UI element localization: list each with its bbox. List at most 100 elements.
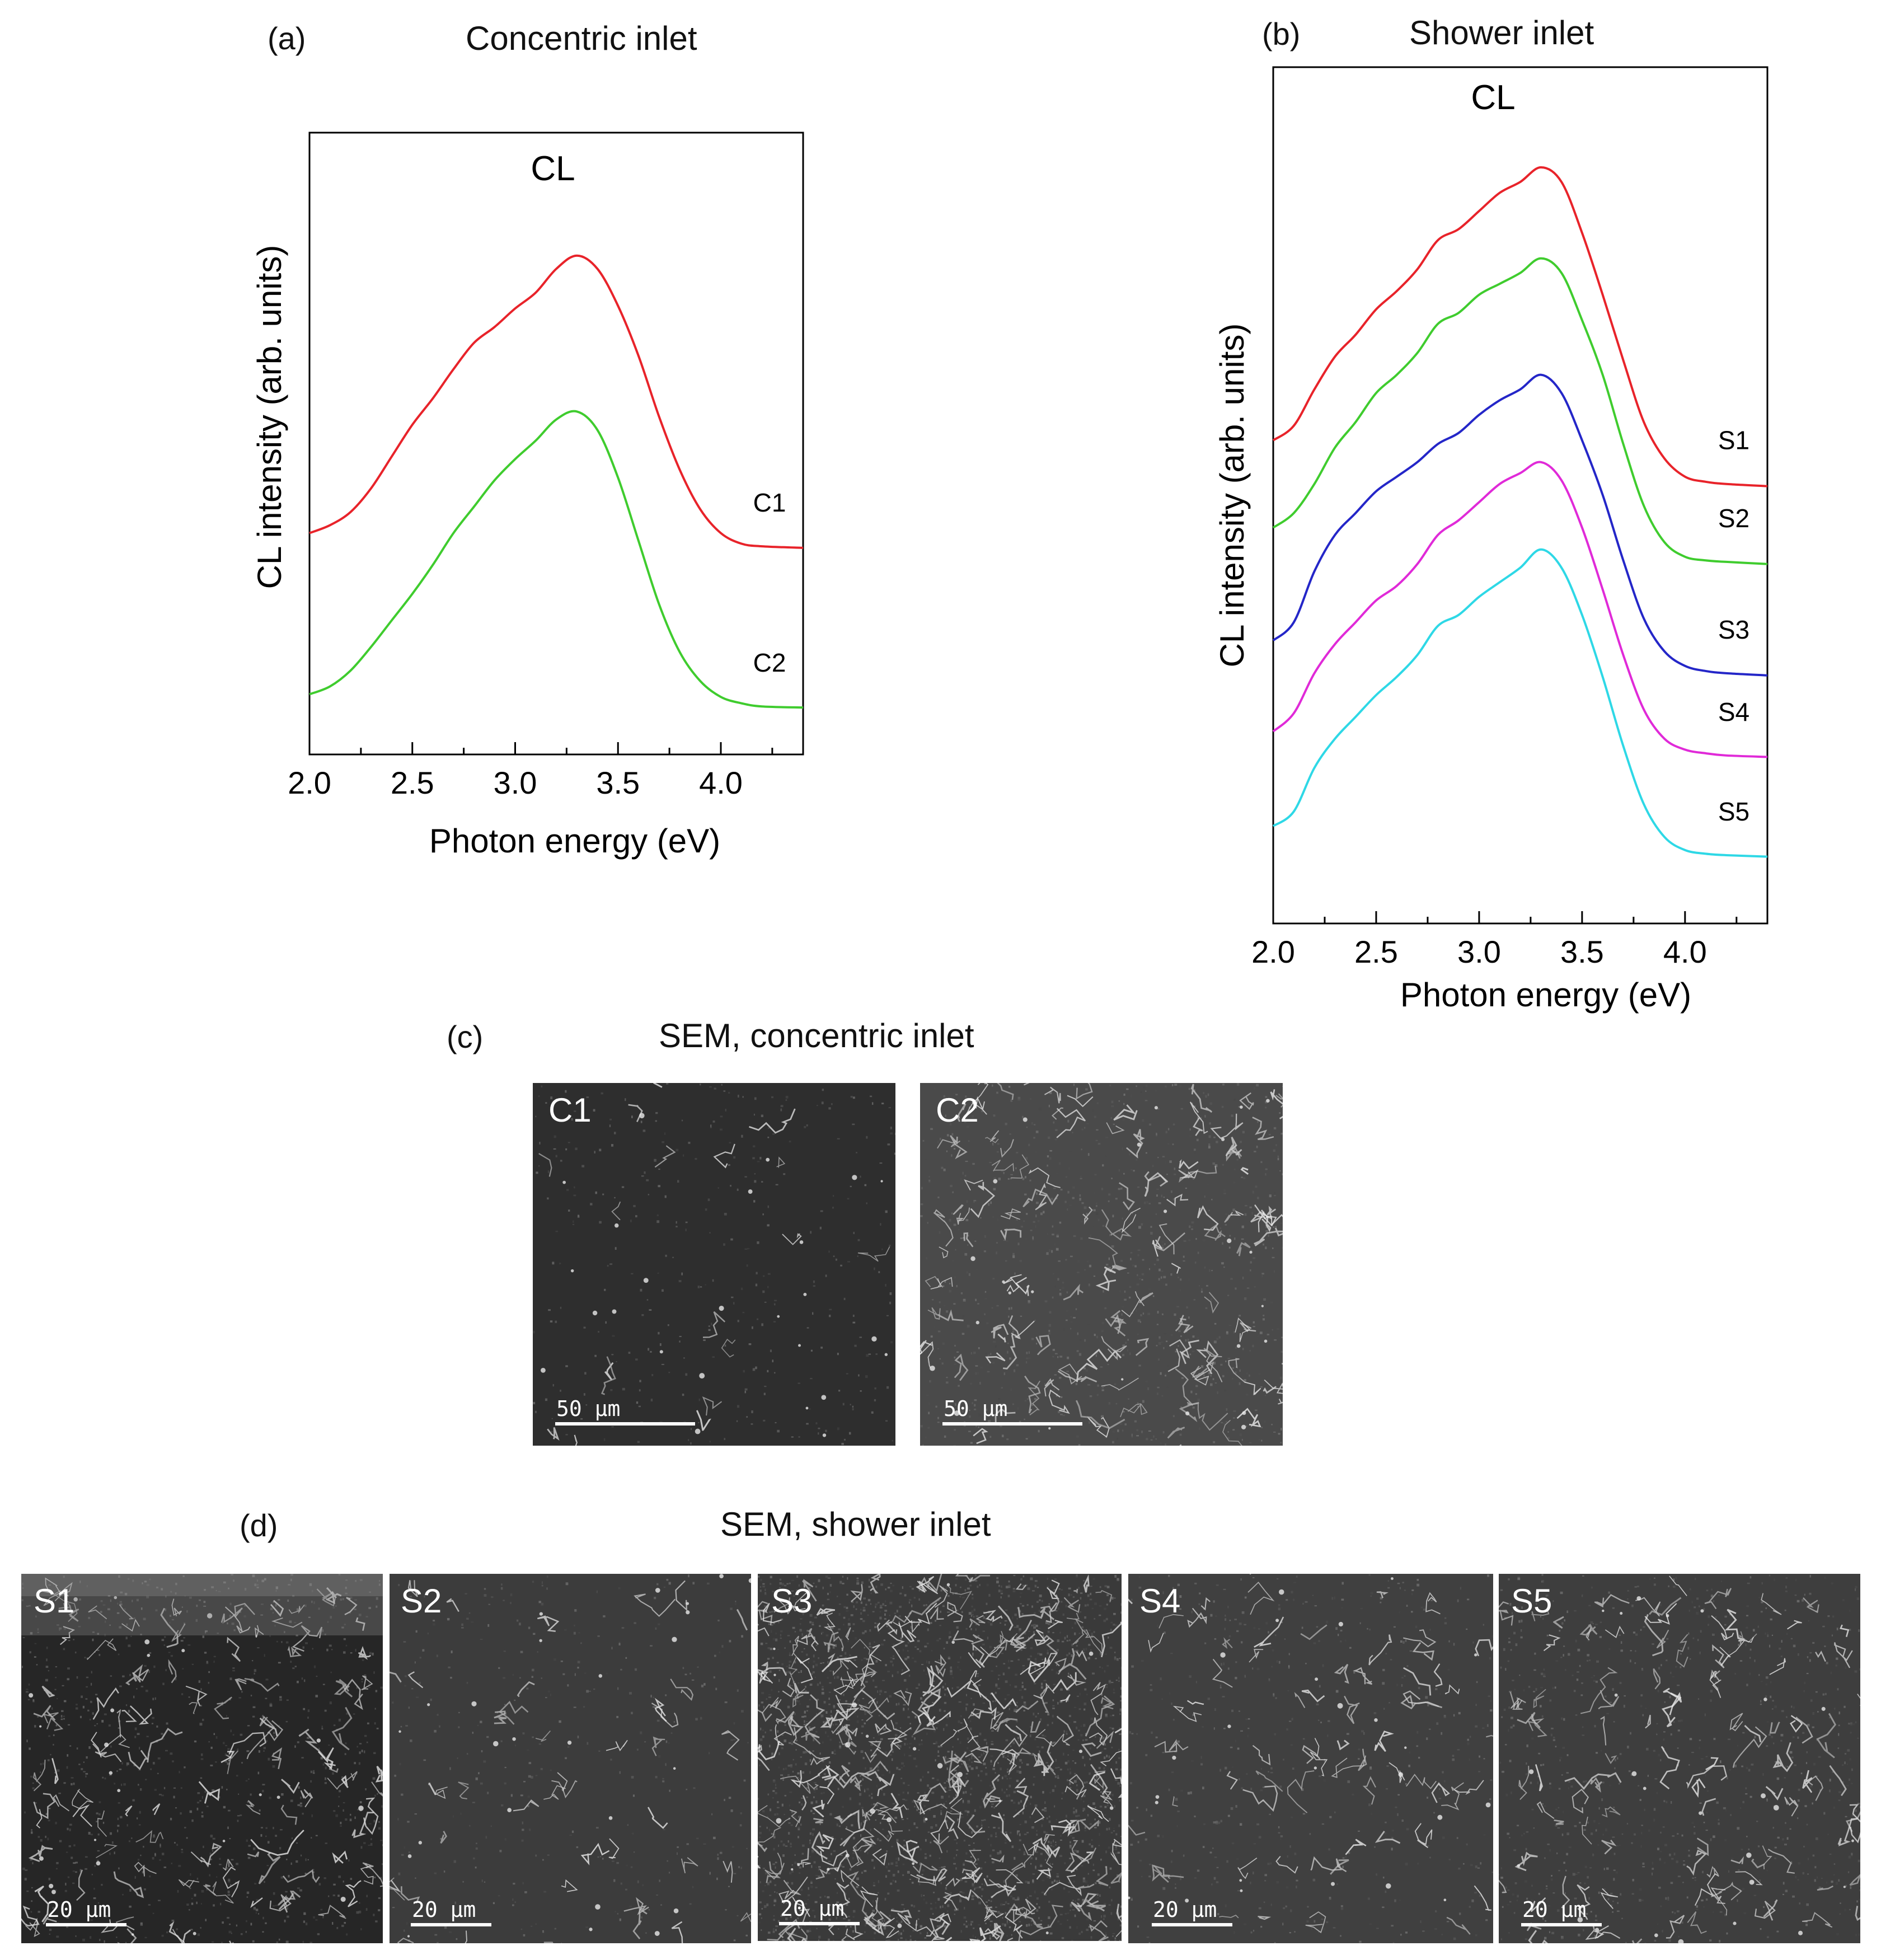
sem-ridge [254,1625,264,1638]
sem-speckle [1249,1442,1252,1444]
sem-speckle [398,1584,400,1586]
sem-speckle [799,1778,801,1779]
sem-speckle [1117,1851,1120,1854]
sem-speckle [1194,1148,1196,1151]
chart-a-xtick-label: 2.0 [288,765,331,800]
sem-speckle [1117,1429,1119,1432]
sem-speckle [1269,1194,1272,1198]
sem-speckle [1101,1330,1104,1333]
sem-speckle [1105,1932,1107,1935]
sem-speckle [373,1914,375,1916]
sem-speckle [1052,1632,1054,1634]
sem-speckle [1085,1739,1088,1741]
sem-speckle [806,1327,809,1329]
sem-speckle [116,1770,118,1772]
sem-ridge [1121,1207,1141,1234]
sem-speckle [867,1614,869,1616]
scale-bar-s2 [411,1923,491,1926]
sem-speckle [512,1898,514,1901]
sem-particle [673,1767,676,1770]
sem-speckle [262,1715,264,1718]
sem-ridge [33,1705,56,1721]
sem-speckle [1126,1088,1129,1090]
sem-speckle [764,1385,767,1387]
sem-speckle [940,1806,943,1808]
sem-speckle [1280,1351,1283,1353]
sem-speckle [1072,1596,1075,1598]
sem-speckle [285,1940,289,1943]
sem-speckle [997,1827,1000,1829]
sem-speckle [1074,1849,1077,1852]
sem-speckle [468,1612,471,1614]
sem-speckle [40,1771,41,1774]
sem-speckle [1120,1187,1123,1190]
sem-particle [117,1789,121,1793]
sem-ridge [329,1761,339,1773]
sem-speckle [958,1799,960,1802]
sem-speckle [290,1862,293,1865]
sem-speckle [997,1143,1000,1145]
sem-speckle [329,1701,332,1705]
sem-speckle [955,1867,957,1870]
sem-speckle [922,1140,925,1142]
sem-speckle [94,1865,96,1867]
sem-ridge [1225,1137,1242,1157]
sem-speckle [163,1867,167,1868]
sem-ridge [1244,1381,1261,1396]
sem-speckle [861,1719,864,1721]
sem-speckle [341,1688,343,1690]
sem-speckle [1065,1259,1067,1261]
sem-speckle [840,1638,842,1641]
sem-speckle [1000,1592,1003,1595]
sem-speckle [879,1690,883,1693]
sem-speckle [1022,1575,1025,1578]
sem-speckle [1072,1186,1075,1189]
sem-speckle [852,1910,856,1913]
sem-speckle [378,1909,381,1911]
sem-speckle [409,1739,412,1742]
sem-speckle [1181,1377,1184,1379]
sem-speckle [186,1610,188,1613]
sem-speckle [1233,1169,1236,1170]
sem-speckle [850,1096,853,1098]
sem-speckle [968,1273,971,1276]
sem-speckle [618,1642,621,1644]
sem-speckle [400,1725,402,1728]
sem-speckle [440,1837,443,1840]
sem-speckle [1109,1790,1111,1793]
sem-speckle [327,1621,329,1623]
sem-speckle [1089,1395,1092,1398]
sem-speckle [889,1695,892,1698]
sem-speckle [946,1695,948,1697]
sem-speckle [914,1737,916,1740]
sem-speckle [809,1832,811,1835]
sem-speckle [1009,1920,1012,1923]
sem-speckle [656,1214,659,1216]
sem-speckle [845,1857,848,1860]
sem-speckle [962,1799,964,1802]
sem-speckle [963,1300,966,1302]
sem-speckle [1028,1436,1030,1438]
sem-speckle [864,1184,867,1187]
sem-speckle [924,1937,927,1939]
sem-speckle [641,1314,644,1316]
sem-speckle [723,1090,726,1092]
sem-speckle [939,1138,941,1141]
sem-speckle [293,1622,297,1624]
sem-speckle [1068,1167,1071,1170]
sem-speckle [967,1244,969,1246]
sem-speckle [437,1714,439,1716]
sem-speckle [1163,1276,1166,1278]
sem-speckle [782,1854,785,1857]
sem-speckle [161,1794,164,1797]
sem-speckle [1256,1146,1258,1148]
sem-speckle [409,1596,412,1597]
sem-speckle [364,1734,367,1737]
sem-speckle [985,1773,988,1776]
sem-speckle [802,1771,804,1774]
sem-speckle [1073,1881,1075,1883]
sem-ridge [1222,1419,1242,1446]
sem-speckle [810,1809,813,1812]
sem-speckle [874,1622,876,1624]
series-line-c1 [309,254,804,549]
